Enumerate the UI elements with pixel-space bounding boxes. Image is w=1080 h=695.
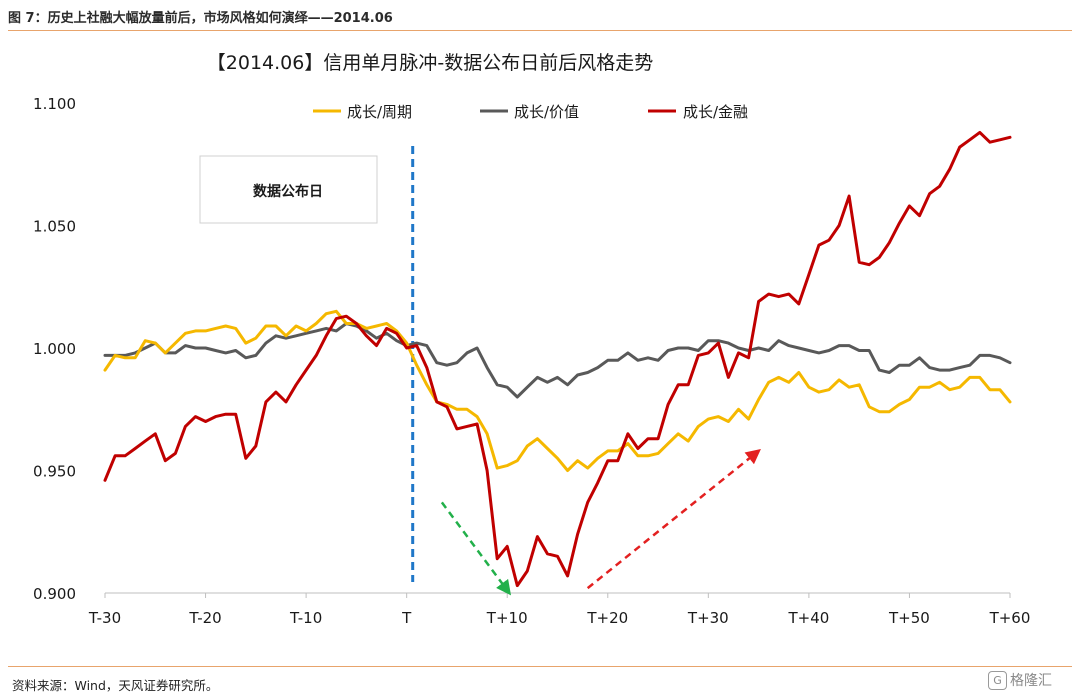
release-annotation-box: 数据公布日 [199,155,378,224]
bottom-rule [8,666,1072,667]
x-tick-label-3: T [401,609,412,627]
watermark-text: 格隆汇 [1010,673,1052,689]
watermark-logo-icon: G [988,670,1007,690]
y-tick-label-4: 1.100 [33,95,76,113]
y-tick-label-2: 1.000 [33,340,76,358]
chart-title: 【2014.06】信用单月脉冲-数据公布日前后风格走势 [207,52,653,74]
series-layer [103,130,1012,588]
chart: 【2014.06】信用单月脉冲-数据公布日前后风格走势 成长/周期 成长/价值 … [33,52,1031,627]
source-note: 资料来源：Wind，天风证券研究所。 [12,678,219,693]
x-tick-label-4: T+10 [486,609,528,627]
x-tick-label-9: T+60 [989,609,1031,627]
x-axis: T-30 T-20 T-10 T T+10 T+20 T+30 T+40 T+50 T+60 [88,592,1031,627]
x-tick-label-7: T+40 [787,609,829,627]
watermark: G 格隆汇 [988,670,1052,690]
release-box-label: 数据公布日 [253,183,323,200]
trend-arrows [440,449,761,596]
x-tick-label-2: T-10 [289,609,322,627]
up-arrow [586,449,761,590]
series-line-growth-value [103,322,1012,399]
series-line-growth-cycle [103,309,1012,472]
figure-title: 图 7：历史上社融大幅放量前后，市场风格如何演绎——2014.06 [8,11,393,26]
legend-item-growth-cycle: 成长/周期 [313,103,412,121]
legend-item-growth-finance: 成长/金融 [648,103,748,121]
legend-label-growth-finance: 成长/金融 [683,103,748,121]
series-line-growth-finance [103,130,1012,588]
release-box-frame [199,155,378,224]
top-rule [8,30,1072,31]
legend: 成长/周期 成长/价值 成长/金融 [313,103,748,121]
y-tick-label-3: 1.050 [33,218,76,236]
x-tick-label-5: T+20 [586,609,628,627]
legend-label-growth-value: 成长/价值 [514,103,579,121]
down-arrow [440,501,512,596]
x-tick-label-6: T+30 [687,609,729,627]
x-tick-label-0: T-30 [88,609,121,627]
y-tick-label-1: 0.950 [33,463,76,481]
x-tick-label-8: T+50 [888,609,930,627]
legend-item-growth-value: 成长/价值 [480,103,579,121]
y-axis: 0.900 0.950 1.000 1.050 1.100 [33,95,76,603]
x-tick-label-1: T-20 [188,609,221,627]
y-tick-label-0: 0.900 [33,585,76,603]
legend-label-growth-cycle: 成长/周期 [347,103,412,121]
